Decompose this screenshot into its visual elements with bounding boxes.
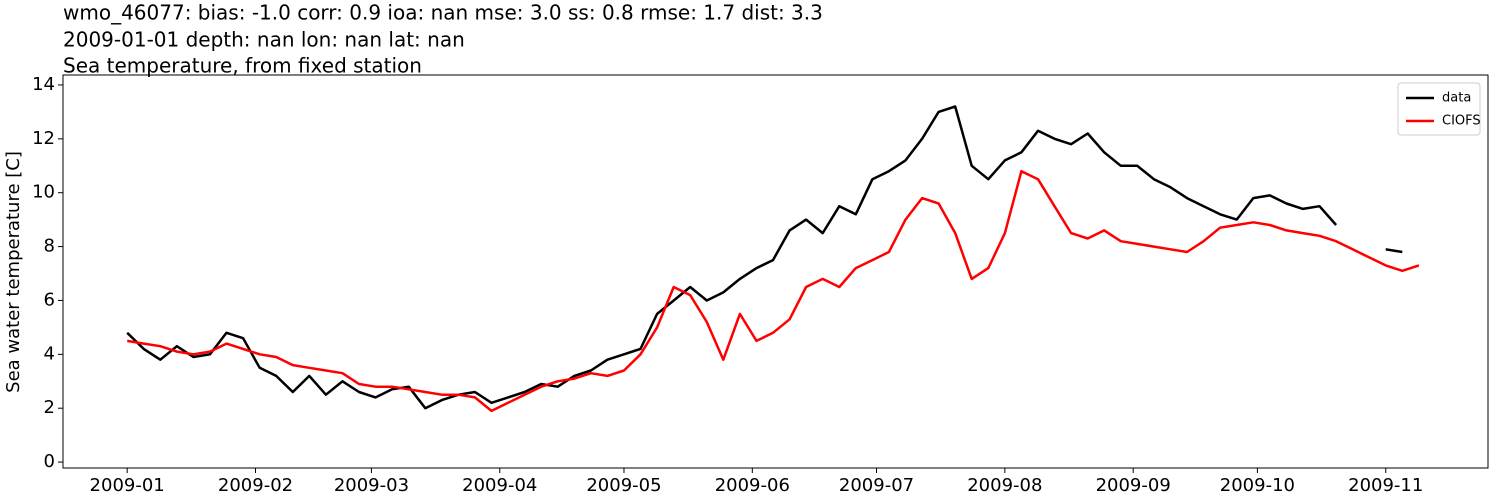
plot-frame <box>62 74 1489 469</box>
legend-label: CIOFS <box>1442 114 1481 129</box>
x-tick-label: 2009-10 <box>1220 475 1295 496</box>
y-tick-label: 6 <box>44 289 55 310</box>
x-tick-label: 2009-05 <box>586 475 661 496</box>
title-line: 2009-01-01 depth: nan lon: nan lat: nan <box>63 28 465 52</box>
y-tick-label: 4 <box>44 343 55 364</box>
x-tick-label: 2009-09 <box>1096 475 1171 496</box>
x-tick-label: 2009-03 <box>334 475 409 496</box>
x-tick-label: 2009-01 <box>90 475 165 496</box>
y-tick-label: 0 <box>44 451 55 472</box>
y-tick-label: 10 <box>32 182 55 203</box>
legend-label: data <box>1442 91 1471 106</box>
title-line: wmo_46077: bias: -1.0 corr: 0.9 ioa: nan… <box>63 1 823 25</box>
series-line <box>126 105 1403 410</box>
x-tick-label: 2009-06 <box>715 475 790 496</box>
title-line: Sea temperature, from fixed station <box>63 54 422 78</box>
x-tick-label: 2009-11 <box>1348 475 1423 496</box>
y-tick-label: 2 <box>44 397 55 418</box>
series-line <box>126 169 1420 413</box>
y-tick-label: 12 <box>32 128 55 149</box>
y-axis-label: Sea water temperature [C] <box>3 151 24 393</box>
y-tick-label: 8 <box>44 236 55 257</box>
x-tick-label: 2009-08 <box>967 475 1042 496</box>
x-tick-label: 2009-02 <box>218 475 293 496</box>
x-tick-label: 2009-07 <box>839 475 914 496</box>
y-tick-label: 14 <box>32 74 55 95</box>
x-tick-label: 2009-04 <box>462 475 537 496</box>
